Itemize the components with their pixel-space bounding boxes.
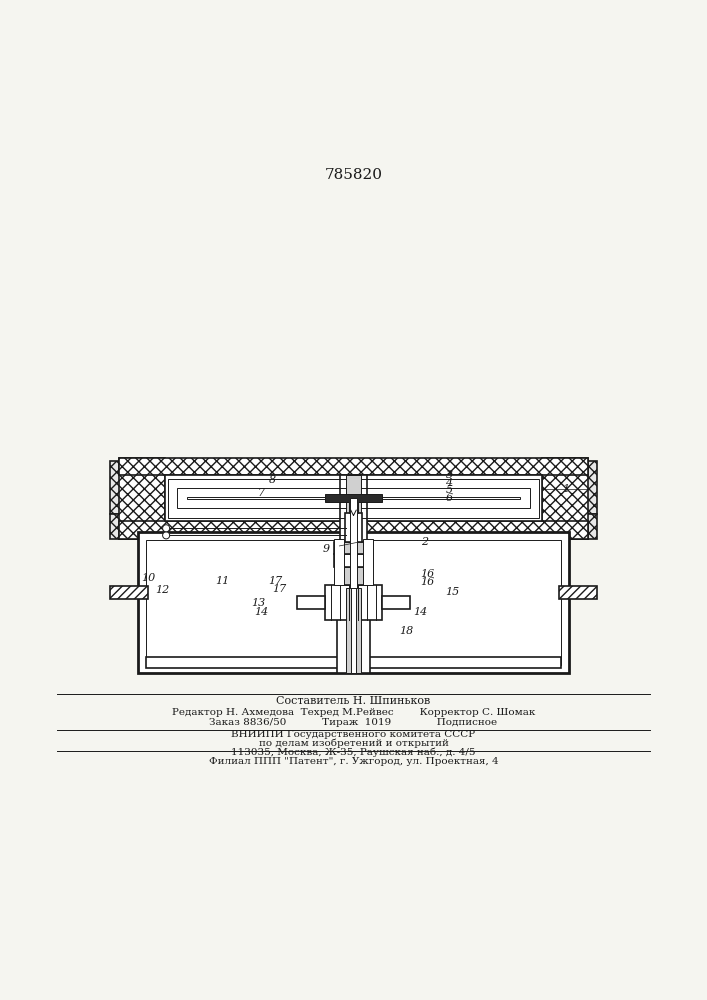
Text: 11: 11	[216, 576, 230, 586]
Text: Составитель Н. Шпиньков: Составитель Н. Шпиньков	[276, 696, 431, 706]
Text: 2: 2	[421, 537, 428, 547]
Bar	[110, 514, 597, 539]
Text: 4: 4	[445, 478, 452, 488]
Text: 5: 5	[445, 485, 452, 495]
Text: 8: 8	[269, 475, 276, 485]
Text: Филиал ППП "Патент", г. Ужгород, ул. Проектная, 4: Филиал ППП "Патент", г. Ужгород, ул. Про…	[209, 757, 498, 766]
Circle shape	[163, 525, 170, 532]
Bar	[338, 567, 369, 585]
Text: 14: 14	[255, 607, 269, 617]
Bar	[138, 532, 569, 673]
Bar	[345, 513, 362, 542]
Text: 9: 9	[323, 544, 330, 554]
Bar	[334, 539, 344, 585]
Text: 785820: 785820	[325, 168, 382, 182]
Bar	[334, 542, 373, 554]
Text: по делам изобретений и открытий: по делам изобретений и открытий	[259, 738, 448, 748]
Bar	[110, 461, 597, 514]
Bar	[542, 458, 588, 539]
Text: 16: 16	[421, 577, 435, 587]
Bar	[340, 475, 367, 588]
Text: 17: 17	[269, 576, 283, 586]
Text: Заказ 8836/50           Тираж  1019              Подписное: Заказ 8836/50 Тираж 1019 Подписное	[209, 718, 498, 727]
Text: ВНИИПИ Государственного комитета СССР: ВНИИПИ Государственного комитета СССР	[231, 730, 476, 739]
Text: 7: 7	[258, 488, 265, 498]
Bar	[110, 586, 148, 599]
Bar	[165, 475, 542, 521]
Text: 18: 18	[399, 626, 414, 636]
Text: 6: 6	[445, 493, 452, 503]
Bar	[382, 596, 410, 609]
Bar	[187, 497, 520, 499]
Bar	[146, 657, 561, 668]
Bar	[325, 585, 382, 620]
Bar	[119, 458, 588, 475]
Text: 14: 14	[414, 607, 428, 617]
Bar	[351, 588, 356, 673]
Text: 1: 1	[562, 484, 569, 494]
Bar	[297, 596, 325, 609]
Bar	[337, 588, 370, 673]
Bar	[350, 498, 357, 588]
Bar	[363, 539, 373, 585]
Text: 12: 12	[156, 585, 170, 595]
Circle shape	[163, 532, 170, 539]
Bar	[346, 588, 361, 673]
Text: 3: 3	[445, 470, 452, 480]
Bar	[349, 502, 358, 513]
Text: 16: 16	[421, 569, 435, 579]
Bar	[168, 479, 539, 518]
Text: 13: 13	[251, 598, 265, 608]
Text: 10: 10	[141, 573, 156, 583]
Bar	[177, 488, 530, 508]
Bar	[325, 494, 382, 502]
Bar	[346, 475, 361, 588]
Bar	[146, 540, 561, 665]
Text: 15: 15	[445, 587, 460, 597]
Bar	[119, 458, 165, 539]
Bar	[119, 521, 588, 539]
Bar	[334, 554, 373, 567]
Text: 17: 17	[272, 584, 286, 594]
Text: Редактор Н. Ахмедова  Техред М.Рейвес        Корректор С. Шомак: Редактор Н. Ахмедова Техред М.Рейвес Кор…	[172, 708, 535, 717]
Text: 113035, Москва, Ж-35, Раушская наб., д. 4/5: 113035, Москва, Ж-35, Раушская наб., д. …	[231, 748, 476, 757]
Bar	[559, 586, 597, 599]
